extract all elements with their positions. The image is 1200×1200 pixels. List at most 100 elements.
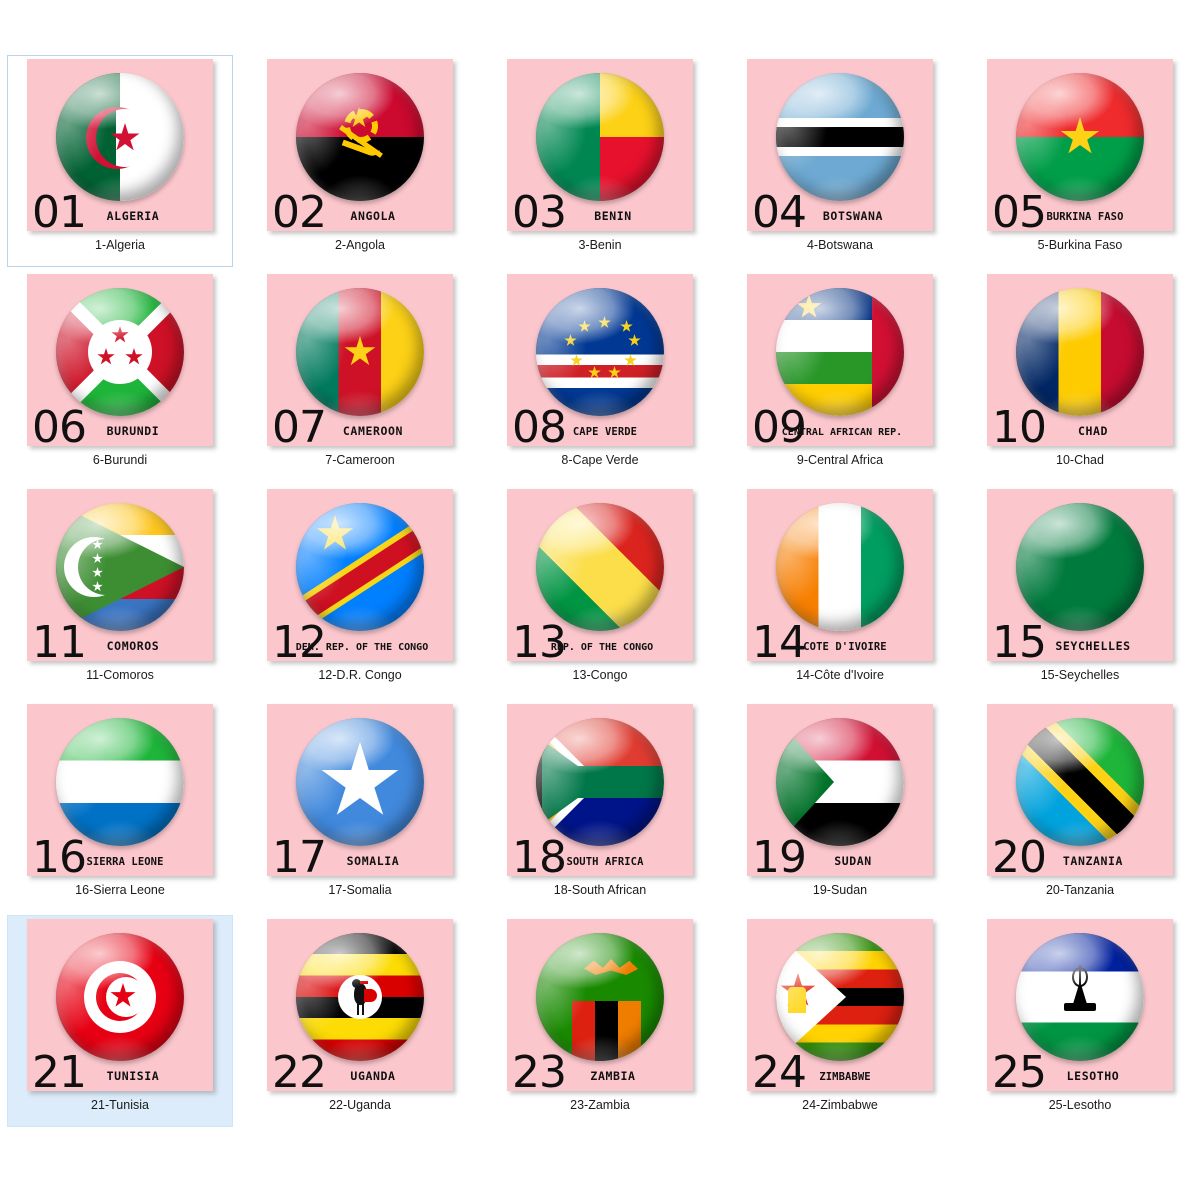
- thumbnail-item-10[interactable]: 10 CHAD 10-Chad: [967, 270, 1193, 482]
- thumbnail-item-25[interactable]: 25 LESOTHO 25-Lesotho: [967, 915, 1193, 1127]
- thumbnail-item-24[interactable]: 24 ZIMBABWE 24-Zimbabwe: [727, 915, 953, 1127]
- file-label-17: 17-Somalia: [328, 883, 392, 897]
- flag-tile-12[interactable]: 12 DEM. REP. OF THE CONGO: [267, 489, 453, 661]
- tile-index-20: 20: [992, 832, 1047, 877]
- file-label-16: 16-Sierra Leone: [75, 883, 165, 897]
- tile-index-24: 24: [752, 1047, 807, 1092]
- file-label-11: 11-Comoros: [86, 668, 154, 682]
- thumbnail-item-16[interactable]: 16 SIERRA LEONE 16-Sierra Leone: [7, 700, 233, 912]
- tile-index-12: 12: [272, 617, 327, 662]
- flag-tile-3[interactable]: 03 BENIN: [507, 59, 693, 231]
- flag-tile-11[interactable]: 11 COMOROS: [27, 489, 213, 661]
- file-label-12: 12-D.R. Congo: [318, 668, 402, 682]
- file-label-14: 14-Côte d'Ivoire: [796, 668, 884, 682]
- tile-index-15: 15: [992, 617, 1047, 662]
- flag-orb-congo: [507, 503, 693, 631]
- thumbnail-item-15[interactable]: 15 SEYCHELLES 15-Seychelles: [967, 485, 1193, 697]
- tile-index-13: 13: [512, 617, 567, 662]
- flag-tile-19[interactable]: 19 SUDAN: [747, 704, 933, 876]
- flag-tile-21[interactable]: 21 TUNISIA: [27, 919, 213, 1091]
- flag-tile-18[interactable]: 18 SOUTH AFRICA: [507, 704, 693, 876]
- flag-orb-lesotho: [987, 933, 1173, 1061]
- flag-tile-20[interactable]: 20 TANZANIA: [987, 704, 1173, 876]
- thumbnail-item-11[interactable]: 11 COMOROS 11-Comoros: [7, 485, 233, 697]
- tile-index-23: 23: [512, 1047, 567, 1092]
- flag-orb-algeria: [27, 73, 213, 201]
- flag-tile-6[interactable]: 06 BURUNDI: [27, 274, 213, 446]
- flag-tile-16[interactable]: 16 SIERRA LEONE: [27, 704, 213, 876]
- file-label-18: 18-South African: [553, 883, 647, 897]
- flag-tile-24[interactable]: 24 ZIMBABWE: [747, 919, 933, 1091]
- flag-tile-5[interactable]: 05 BURKINA FASO: [987, 59, 1173, 231]
- thumbnail-item-22[interactable]: 22 UGANDA 22-Uganda: [247, 915, 473, 1127]
- tile-caption-3: BENIN: [594, 209, 632, 223]
- thumbnail-item-13[interactable]: 13 REP. OF THE CONGO 13-Congo: [487, 485, 713, 697]
- file-label-22: 22-Uganda: [329, 1098, 391, 1112]
- flag-tile-8[interactable]: 08 CAPE VERDE: [507, 274, 693, 446]
- tile-index-7: 07: [272, 402, 327, 447]
- file-label-9: 9-Central Africa: [796, 453, 884, 467]
- flag-orb-benin: [507, 73, 693, 201]
- flag-tile-9[interactable]: 09 CENTRAL AFRICAN REP.: [747, 274, 933, 446]
- thumbnail-item-14[interactable]: 14 COTE D'IVOIRE 14-Côte d'Ivoire: [727, 485, 953, 697]
- file-label-21: 21-Tunisia: [91, 1098, 149, 1112]
- flag-tile-25[interactable]: 25 LESOTHO: [987, 919, 1173, 1091]
- flag-tile-7[interactable]: 07 CAMEROON: [267, 274, 453, 446]
- flag-tile-14[interactable]: 14 COTE D'IVOIRE: [747, 489, 933, 661]
- thumbnail-item-3[interactable]: 03 BENIN 3-Benin: [487, 55, 713, 267]
- tile-caption-20: TANZANIA: [1062, 854, 1124, 868]
- flag-tile-4[interactable]: 04 BOTSWANA: [747, 59, 933, 231]
- tile-caption-19: SUDAN: [834, 854, 872, 868]
- file-label-20: 20-Tanzania: [1045, 883, 1115, 897]
- flag-orb-burundi: [27, 288, 213, 416]
- flag-orb-cote-divoire: [747, 503, 933, 631]
- tile-index-4: 04: [752, 187, 807, 232]
- thumbnail-item-12[interactable]: 12 DEM. REP. OF THE CONGO 12-D.R. Congo: [247, 485, 473, 697]
- flag-tile-2[interactable]: 02 ANGOLA: [267, 59, 453, 231]
- flag-tile-15[interactable]: 15 SEYCHELLES: [987, 489, 1173, 661]
- flag-tile-13[interactable]: 13 REP. OF THE CONGO: [507, 489, 693, 661]
- tile-index-25: 25: [992, 1047, 1047, 1092]
- thumbnail-item-9[interactable]: 09 CENTRAL AFRICAN REP. 9-Central Africa: [727, 270, 953, 482]
- file-label-5: 5-Burkina Faso: [1037, 238, 1123, 252]
- thumbnail-item-18[interactable]: 18 SOUTH AFRICA 18-South African: [487, 700, 713, 912]
- thumbnail-item-23[interactable]: 23 ZAMBIA 23-Zambia: [487, 915, 713, 1127]
- flag-orb-seychelles: [987, 503, 1173, 631]
- tile-index-6: 06: [32, 402, 87, 447]
- tile-caption-14: COTE D'IVOIRE: [803, 641, 887, 653]
- flag-orb-uganda: [267, 933, 453, 1061]
- file-label-3: 3-Benin: [578, 238, 622, 252]
- thumbnail-item-17[interactable]: 17 SOMALIA 17-Somalia: [247, 700, 473, 912]
- flag-orb-cape-verde: [507, 288, 693, 416]
- thumbnail-item-4[interactable]: 04 BOTSWANA 4-Botswana: [727, 55, 953, 267]
- thumbnail-item-21[interactable]: 21 TUNISIA 21-Tunisia: [7, 915, 233, 1127]
- tile-caption-11: COMOROS: [106, 639, 160, 653]
- flag-tile-23[interactable]: 23 ZAMBIA: [507, 919, 693, 1091]
- flag-orb-burkina-faso: [987, 73, 1173, 201]
- thumbnail-item-5[interactable]: 05 BURKINA FASO 5-Burkina Faso: [967, 55, 1193, 267]
- file-label-19: 19-Sudan: [812, 883, 868, 897]
- thumbnail-item-20[interactable]: 20 TANZANIA 20-Tanzania: [967, 700, 1193, 912]
- flag-tile-17[interactable]: 17 SOMALIA: [267, 704, 453, 876]
- file-label-1: 1-Algeria: [94, 238, 146, 252]
- flag-tile-22[interactable]: 22 UGANDA: [267, 919, 453, 1091]
- flag-tile-10[interactable]: 10 CHAD: [987, 274, 1173, 446]
- flag-orb-comoros: [27, 503, 213, 631]
- tile-caption-15: SEYCHELLES: [1055, 639, 1131, 653]
- tile-caption-13: REP. OF THE CONGO: [550, 642, 654, 653]
- thumbnail-item-6[interactable]: 06 BURUNDI 6-Burundi: [7, 270, 233, 482]
- thumbnail-item-1[interactable]: 01 ALGERIA 1-Algeria: [7, 55, 233, 267]
- tile-caption-8: CAPE VERDE: [572, 426, 638, 438]
- tile-index-14: 14: [752, 617, 807, 662]
- file-label-23: 23-Zambia: [570, 1098, 630, 1112]
- file-label-7: 7-Cameroon: [325, 453, 395, 467]
- thumbnail-item-8[interactable]: 08 CAPE VERDE 8-Cape Verde: [487, 270, 713, 482]
- flag-tile-1[interactable]: 01 ALGERIA: [27, 59, 213, 231]
- thumbnail-item-2[interactable]: 02 ANGOLA 2-Angola: [247, 55, 473, 267]
- file-label-6: 6-Burundi: [92, 453, 148, 467]
- thumbnail-item-19[interactable]: 19 SUDAN 19-Sudan: [727, 700, 953, 912]
- flag-orb-sierra-leone: [27, 718, 213, 846]
- flag-orb-cameroon: [267, 288, 453, 416]
- thumbnail-item-7[interactable]: 07 CAMEROON 7-Cameroon: [247, 270, 473, 482]
- flag-orb-tanzania: [987, 718, 1173, 846]
